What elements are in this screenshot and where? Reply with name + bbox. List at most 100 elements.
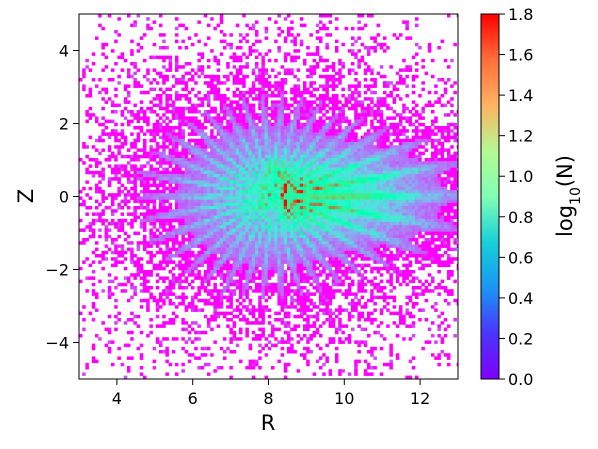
heatmap-cell <box>287 206 291 210</box>
heatmap-cell <box>181 321 185 325</box>
heatmap-cell <box>98 186 102 191</box>
heatmap-cell <box>162 218 166 223</box>
heatmap-cell <box>194 273 198 277</box>
heatmap-cell <box>223 218 227 223</box>
heatmap-cell <box>303 228 307 232</box>
heatmap-cell <box>226 270 230 274</box>
heatmap-cell <box>258 238 262 242</box>
heatmap-cell <box>219 234 224 239</box>
heatmap-cell <box>143 132 147 136</box>
heatmap-cell <box>120 110 125 114</box>
heatmap-cell <box>338 68 342 72</box>
heatmap-cell <box>277 142 281 146</box>
heatmap-cell <box>181 247 185 252</box>
heatmap-cell <box>287 238 291 242</box>
heatmap-cell <box>191 279 195 284</box>
heatmap-cell <box>296 122 301 127</box>
heatmap-cell <box>293 74 297 79</box>
heatmap-cell <box>149 231 153 236</box>
heatmap-cell <box>207 113 211 117</box>
heatmap-cell <box>194 110 198 114</box>
heatmap-cell <box>197 180 201 184</box>
heatmap-cell <box>299 286 304 290</box>
heatmap-cell <box>315 327 320 332</box>
heatmap-cell <box>165 94 169 98</box>
heatmap-cell <box>178 286 182 290</box>
heatmap-cell <box>328 286 333 290</box>
heatmap-cell <box>248 209 253 213</box>
heatmap-cell <box>168 225 173 229</box>
heatmap-cell <box>331 62 336 66</box>
heatmap-cell <box>155 177 160 181</box>
heatmap-cell <box>175 90 179 95</box>
heatmap-cell <box>251 87 256 92</box>
heatmap-cell <box>165 337 169 341</box>
heatmap-cell <box>98 23 102 28</box>
heatmap-cell <box>162 154 166 159</box>
heatmap-cell <box>322 183 326 188</box>
heatmap-cell <box>242 65 246 69</box>
heatmap-cell <box>162 138 166 143</box>
heatmap-cell <box>293 42 297 47</box>
heatmap-cell <box>264 263 269 268</box>
heatmap-cell <box>155 286 160 290</box>
heatmap-cell <box>271 241 275 245</box>
heatmap-cell <box>280 167 285 172</box>
heatmap-cell <box>331 170 336 175</box>
heatmap-cell <box>280 263 285 268</box>
heatmap-cell <box>207 273 211 277</box>
heatmap-cell <box>133 321 137 325</box>
heatmap-cell <box>290 247 294 252</box>
heatmap-cell <box>207 145 211 149</box>
heatmap-cell <box>130 167 134 172</box>
heatmap-cell <box>283 174 288 178</box>
heatmap-cell <box>235 337 240 341</box>
heatmap-cell <box>114 209 118 213</box>
heatmap-cell <box>229 206 233 210</box>
heatmap-cell <box>335 186 339 191</box>
heatmap-cell <box>213 298 217 303</box>
heatmap-cell <box>175 199 179 204</box>
heatmap-cell <box>98 161 102 165</box>
heatmap-cell <box>203 234 208 239</box>
heatmap-cell <box>309 52 313 56</box>
heatmap-cell <box>101 46 105 50</box>
heatmap-cell <box>245 247 249 252</box>
heatmap-cell <box>232 113 237 117</box>
heatmap-cell <box>207 222 211 226</box>
heatmap-cell <box>98 78 102 82</box>
heatmap-cell <box>213 311 217 316</box>
heatmap-cell <box>223 74 227 79</box>
heatmap-cell <box>213 289 217 293</box>
heatmap-cell <box>283 186 288 191</box>
heatmap-cell <box>184 164 189 168</box>
heatmap-cell <box>274 318 278 322</box>
heatmap-cell <box>296 218 301 223</box>
heatmap-cell <box>191 161 195 165</box>
heatmap-cell <box>255 154 259 159</box>
heatmap-cell <box>312 260 317 264</box>
heatmap-cell <box>143 90 147 95</box>
heatmap-cell <box>245 295 249 300</box>
heatmap-cell <box>165 97 169 101</box>
heatmap-cell <box>194 151 198 156</box>
heatmap-cell <box>335 209 339 213</box>
heatmap-cell <box>187 180 192 184</box>
heatmap-cell <box>235 244 240 248</box>
heatmap-cell <box>248 87 253 92</box>
heatmap-cell <box>114 170 118 175</box>
heatmap-cell <box>213 215 217 220</box>
heatmap-cell <box>229 279 233 284</box>
heatmap-cell <box>296 202 301 207</box>
heatmap-cell <box>264 225 269 229</box>
heatmap-cell <box>264 186 269 191</box>
heatmap-cell <box>303 110 307 114</box>
heatmap-cell <box>331 206 336 210</box>
heatmap-cell <box>232 196 237 200</box>
heatmap-cell <box>312 225 317 229</box>
heatmap-cell <box>213 142 217 146</box>
heatmap-cell <box>261 142 265 146</box>
heatmap-cell <box>248 225 253 229</box>
heatmap-cell <box>203 142 208 146</box>
heatmap-cell <box>306 321 310 325</box>
